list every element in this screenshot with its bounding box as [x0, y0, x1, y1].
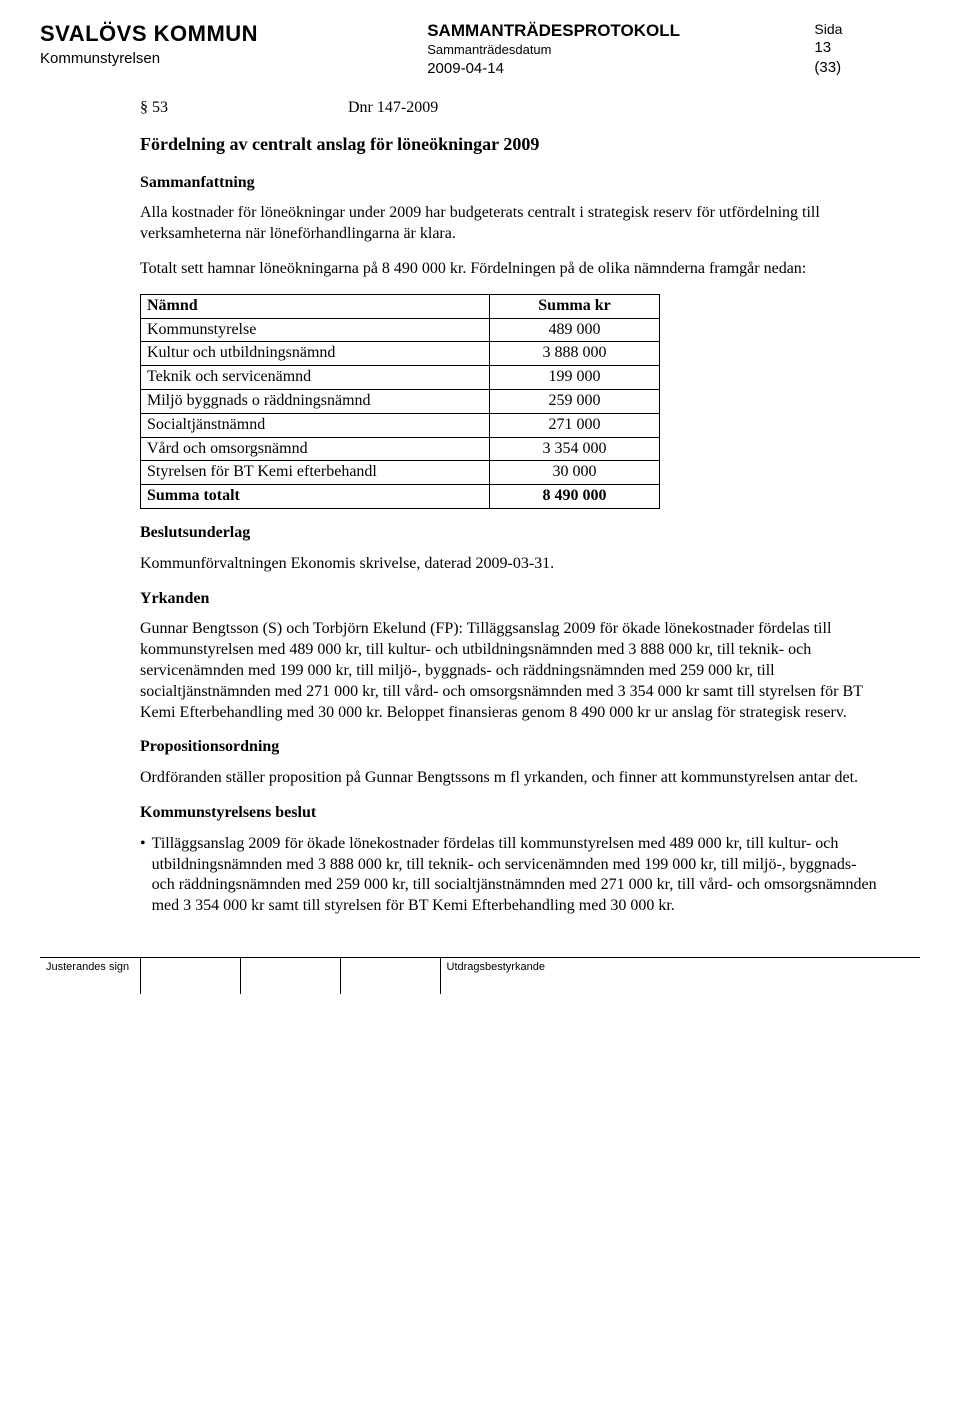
cell-value: 3 354 000: [490, 437, 660, 461]
paragraph: Gunnar Bengtsson (S) och Torbjörn Ekelun…: [140, 619, 880, 723]
footer-table: Justerandes sign Utdragsbestyrkande: [40, 958, 920, 994]
paragraph: Alla kostnader för löneökningar under 20…: [140, 203, 880, 245]
doc-type: SAMMANTRÄDESPROTOKOLL: [427, 20, 761, 42]
heading-basis: Beslutsunderlag: [140, 523, 880, 544]
sign-box: [140, 958, 240, 994]
meeting-date-label: Sammanträdesdatum: [427, 42, 761, 59]
header-left: SVALÖVS KOMMUN Kommunstyrelsen: [40, 20, 374, 68]
table-header-row: Nämnd Summa kr: [141, 294, 660, 318]
cell-name: Socialtjänstnämnd: [141, 413, 490, 437]
org-name: SVALÖVS KOMMUN: [40, 20, 374, 49]
cell-name: Vård och omsorgsnämnd: [141, 437, 490, 461]
col-value-header: Summa kr: [490, 294, 660, 318]
bullet-icon: •: [140, 834, 146, 917]
sign-box: [240, 958, 340, 994]
paragraph: Ordföranden ställer proposition på Gunna…: [140, 768, 880, 789]
table-row: Socialtjänstnämnd 271 000: [141, 413, 660, 437]
allocation-table: Nämnd Summa kr Kommunstyrelse 489 000 Ku…: [140, 294, 660, 509]
cell-value: 271 000: [490, 413, 660, 437]
paragraph: Totalt sett hamnar löneökningarna på 8 4…: [140, 259, 880, 280]
page-total: (33): [814, 58, 920, 78]
cell-total-value: 8 490 000: [490, 485, 660, 509]
cell-value: 3 888 000: [490, 342, 660, 366]
sign-box: [340, 958, 440, 994]
bullet-paragraph: • Tilläggsanslag 2009 för ökade lönekost…: [140, 834, 880, 917]
table-row: Miljö byggnads o räddningsnämnd 259 000: [141, 390, 660, 414]
cell-name: Kommunstyrelse: [141, 318, 490, 342]
cell-total-name: Summa totalt: [141, 485, 490, 509]
cell-name: Styrelsen för BT Kemi efterbehandl: [141, 461, 490, 485]
utd-label: Utdragsbestyrkande: [440, 958, 920, 994]
page-header: SVALÖVS KOMMUN Kommunstyrelsen SAMMANTRÄ…: [40, 20, 920, 78]
table-row: Styrelsen för BT Kemi efterbehandl 30 00…: [141, 461, 660, 485]
section-reference: § 53 Dnr 147-2009: [140, 98, 880, 119]
department-name: Kommunstyrelsen: [40, 49, 374, 69]
heading-summary: Sammanfattning: [140, 173, 880, 194]
cell-value: 199 000: [490, 366, 660, 390]
heading-motions: Yrkanden: [140, 589, 880, 610]
header-center: SAMMANTRÄDESPROTOKOLL Sammanträdesdatum …: [427, 20, 761, 78]
cell-name: Kultur och utbildningsnämnd: [141, 342, 490, 366]
page-label: Sida: [814, 20, 920, 38]
diary-number: Dnr 147-2009: [348, 98, 438, 119]
page-footer: Justerandes sign Utdragsbestyrkande: [40, 957, 920, 994]
document-title: Fördelning av centralt anslag för löneök…: [140, 133, 880, 156]
header-right: Sida 13 (33): [814, 20, 920, 77]
table-total-row: Summa totalt 8 490 000: [141, 485, 660, 509]
heading-proposition: Propositionsordning: [140, 737, 880, 758]
table-row: Vård och omsorgsnämnd 3 354 000: [141, 437, 660, 461]
paragraph: Kommunförvaltningen Ekonomis skrivelse, …: [140, 554, 880, 575]
cell-value: 259 000: [490, 390, 660, 414]
table-row: Teknik och servicenämnd 199 000: [141, 366, 660, 390]
table-row: Kultur och utbildningsnämnd 3 888 000: [141, 342, 660, 366]
paragraph: Tilläggsanslag 2009 för ökade lönekostna…: [152, 834, 880, 917]
cell-value: 30 000: [490, 461, 660, 485]
sign-label: Justerandes sign: [40, 958, 140, 994]
doc-date: 2009-04-14: [427, 59, 761, 79]
cell-name: Teknik och servicenämnd: [141, 366, 490, 390]
cell-name: Miljö byggnads o räddningsnämnd: [141, 390, 490, 414]
heading-decision: Kommunstyrelsens beslut: [140, 803, 880, 824]
paragraph-ref: § 53: [140, 98, 168, 119]
col-name-header: Nämnd: [141, 294, 490, 318]
cell-value: 489 000: [490, 318, 660, 342]
page-number: 13: [814, 38, 920, 58]
table-row: Kommunstyrelse 489 000: [141, 318, 660, 342]
document-body: § 53 Dnr 147-2009 Fördelning av centralt…: [140, 98, 880, 917]
